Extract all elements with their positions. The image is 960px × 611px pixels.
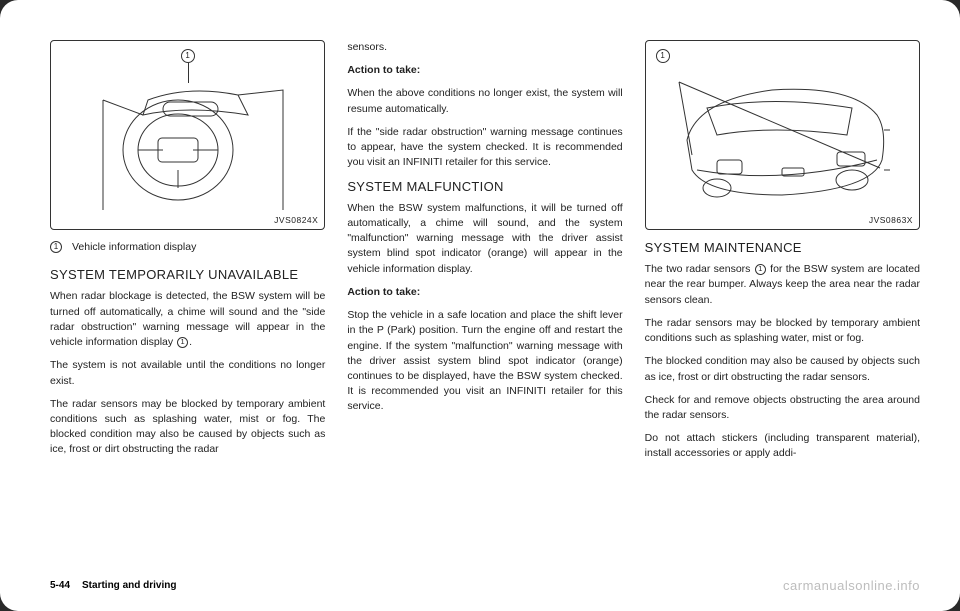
body-text: The blocked condition may also be caused…	[645, 354, 920, 384]
heading-system-unavailable: SYSTEM TEMPORARILY UNA­VAILABLE	[50, 267, 325, 283]
figure-steering-wheel: 1 JVS0824X	[50, 40, 325, 230]
caption-number-icon: 1	[50, 241, 62, 253]
heading-system-malfunction: SYSTEM MALFUNCTION	[347, 179, 622, 195]
body-text: The radar sensors may be blocked by temp…	[645, 316, 920, 346]
body-text: When the BSW system malfunctions, it wil…	[347, 201, 622, 277]
callout-1-icon: 1	[656, 49, 670, 63]
watermark-text: carmanualsonline.info	[783, 578, 920, 593]
body-text: sensors.	[347, 40, 622, 55]
body-text: When the above conditions no longer exis…	[347, 86, 622, 116]
callout-number: 1	[660, 50, 664, 62]
body-text: The two radar sensors 1 for the BSW syst…	[645, 262, 920, 308]
figure-vehicle-rear: 1 JVS0863X	[645, 40, 920, 230]
manual-page: 1 JVS0824X 1 Vehicle information display	[0, 0, 960, 611]
body-text: The system is not available until the co…	[50, 358, 325, 388]
inline-circle-1-icon: 1	[177, 337, 188, 348]
section-title: Starting and driving	[82, 580, 176, 591]
callout-1-icon: 1	[181, 49, 195, 63]
callout-number: 1	[185, 50, 189, 62]
body-text: If the "side radar obstruction" warning …	[347, 125, 622, 171]
column-1: 1 JVS0824X 1 Vehicle information display	[50, 40, 325, 570]
inline-circle-1-icon: 1	[755, 264, 766, 275]
column-container: 1 JVS0824X 1 Vehicle information display	[50, 40, 920, 570]
figure-label: JVS0863X	[869, 214, 913, 226]
figure-caption: 1 Vehicle information display	[50, 240, 325, 255]
column-3: 1 JVS0863X SYSTEM MAINTENANCE The two	[645, 40, 920, 570]
figure-label: JVS0824X	[274, 214, 318, 226]
subheading-action: Action to take:	[347, 285, 622, 300]
heading-system-maintenance: SYSTEM MAINTENANCE	[645, 240, 920, 256]
callout-line	[188, 63, 189, 83]
body-text: Stop the vehicle in a safe location and …	[347, 308, 622, 415]
body-text: The radar sensors may be blocked by temp…	[50, 397, 325, 458]
column-2: sensors. Action to take: When the above …	[347, 40, 622, 570]
body-text: Do not attach stickers (including transp…	[645, 431, 920, 461]
body-text: Check for and remove objects obstructing…	[645, 393, 920, 423]
vehicle-rear-art	[662, 60, 902, 210]
page-number: 5-44	[50, 580, 70, 591]
body-text: When radar blockage is detected, the BSW…	[50, 289, 325, 350]
caption-text: Vehicle information display	[72, 240, 196, 255]
subheading-action: Action to take:	[347, 63, 622, 78]
